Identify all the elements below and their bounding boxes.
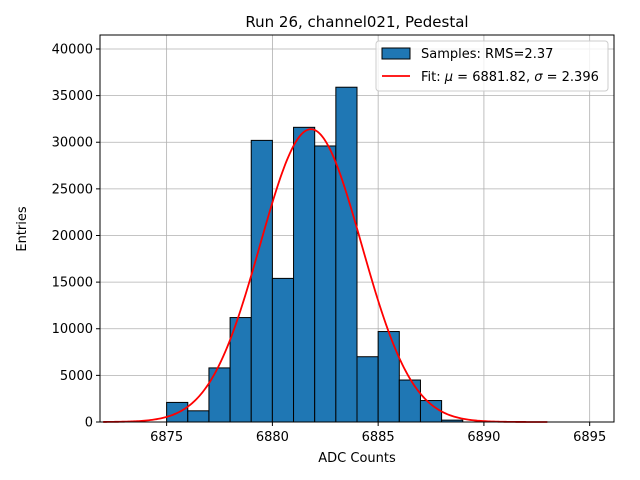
histogram-bar bbox=[208, 367, 231, 423]
x-tick-label: 6890 bbox=[467, 430, 500, 445]
legend-swatch-samples bbox=[381, 47, 411, 60]
histogram-bar bbox=[187, 410, 210, 423]
histogram-bar bbox=[271, 277, 295, 423]
x-tick-label: 6885 bbox=[362, 430, 395, 445]
legend-label-samples: Samples: RMS=2.37 bbox=[421, 47, 553, 62]
y-tick-label: 15000 bbox=[52, 276, 93, 291]
fit-curve bbox=[103, 128, 548, 423]
y-axis-ticks: 0 5000 10000 15000 20000 25000 30000 35000 40000 bbox=[52, 42, 100, 431]
x-axis-label: ADC Counts bbox=[318, 451, 396, 466]
fit-curve-layer bbox=[103, 128, 548, 423]
histogram-bars bbox=[166, 86, 464, 423]
x-axis-ticks: 6875 6880 6885 6890 6895 bbox=[150, 422, 606, 445]
y-axis-label: Entries bbox=[15, 206, 30, 252]
y-tick-label: 40000 bbox=[52, 42, 93, 57]
chart-title: Run 26, channel021, Pedestal bbox=[245, 13, 468, 31]
y-tick-label: 35000 bbox=[52, 89, 93, 104]
legend-fit-mu-symbol: μ bbox=[444, 70, 453, 85]
legend-label-fit: Fit: μ = 6881.82, σ = 2.396 bbox=[421, 70, 599, 85]
y-tick-label: 5000 bbox=[60, 369, 93, 384]
histogram-bar bbox=[314, 145, 337, 423]
legend-fit-sigma-value: = 2.396 bbox=[542, 70, 598, 85]
histogram-bar bbox=[398, 379, 421, 423]
histogram-bar bbox=[356, 356, 379, 423]
plot-frame bbox=[99, 34, 615, 423]
legend-fit-prefix: Fit: bbox=[421, 70, 445, 85]
y-tick-label: 20000 bbox=[52, 229, 93, 244]
x-tick-label: 6880 bbox=[256, 430, 289, 445]
legend-fit-mu-value: = 6881.82, bbox=[453, 70, 534, 85]
legend-box bbox=[375, 40, 609, 92]
histogram-bar bbox=[293, 126, 316, 423]
legend-fit-sigma-symbol: σ bbox=[534, 70, 543, 85]
histogram-bar bbox=[377, 331, 400, 423]
y-tick-label: 30000 bbox=[52, 136, 93, 151]
histogram-bar bbox=[250, 139, 273, 423]
legend: Samples: RMS=2.37 Fit: μ = 6881.82, σ = … bbox=[375, 40, 609, 92]
x-tick-label: 6875 bbox=[150, 430, 183, 445]
y-tick-label: 0 bbox=[85, 416, 93, 431]
x-tick-label: 6895 bbox=[573, 430, 606, 445]
y-tick-label: 10000 bbox=[52, 322, 93, 337]
histogram-bar bbox=[335, 86, 358, 423]
y-tick-label: 25000 bbox=[52, 182, 93, 197]
